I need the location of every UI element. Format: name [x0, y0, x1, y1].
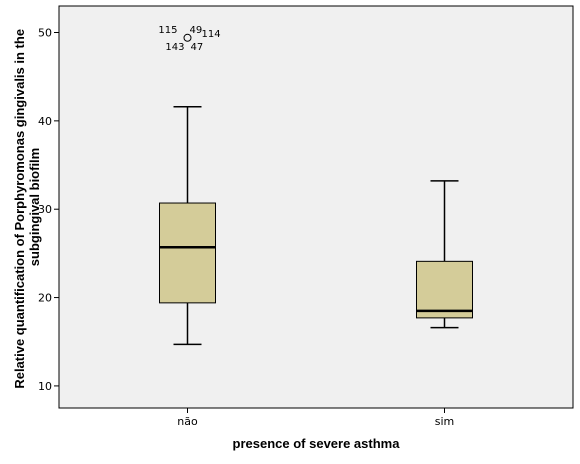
outlier-label-0-0-0: 115 — [158, 25, 177, 36]
box-0 — [159, 202, 216, 304]
y-axis-title: Relative quantification of Porphyromonas… — [12, 25, 42, 388]
y-tick-label-20: 20 — [38, 292, 52, 305]
x-axis-title: presence of severe asthma — [233, 436, 401, 451]
y-tick-label-40: 40 — [38, 115, 52, 128]
box-group-0: 115 49 114 143 47 — [158, 25, 221, 346]
outlier-label-0-0-2: 114 — [202, 29, 221, 40]
boxes: 115 49 114 143 47 — [158, 25, 473, 346]
y-axis-title-line-2: subgingival biofilm — [27, 148, 42, 266]
x-tick-label-1: sim — [435, 415, 455, 428]
x-axis: não sim — [177, 408, 454, 428]
x-tick-label-0: não — [177, 415, 198, 428]
plot-area — [58, 5, 574, 409]
box-group-1 — [416, 180, 473, 329]
outlier-label-0-0-3: 143 — [165, 42, 184, 53]
outlier-label-0-0-1: 49 — [190, 25, 203, 36]
y-axis-title-line-1: Relative quantification of Porphyromonas… — [12, 29, 27, 389]
outlier-0-0 — [183, 33, 192, 42]
y-axis: 10 20 30 40 50 — [38, 27, 59, 393]
outlier-label-0-0-4: 47 — [191, 42, 204, 53]
y-tick-label-50: 50 — [38, 27, 52, 40]
y-tick-label-10: 10 — [38, 380, 52, 393]
box-1 — [416, 260, 473, 319]
y-tick-label-30: 30 — [38, 203, 52, 216]
